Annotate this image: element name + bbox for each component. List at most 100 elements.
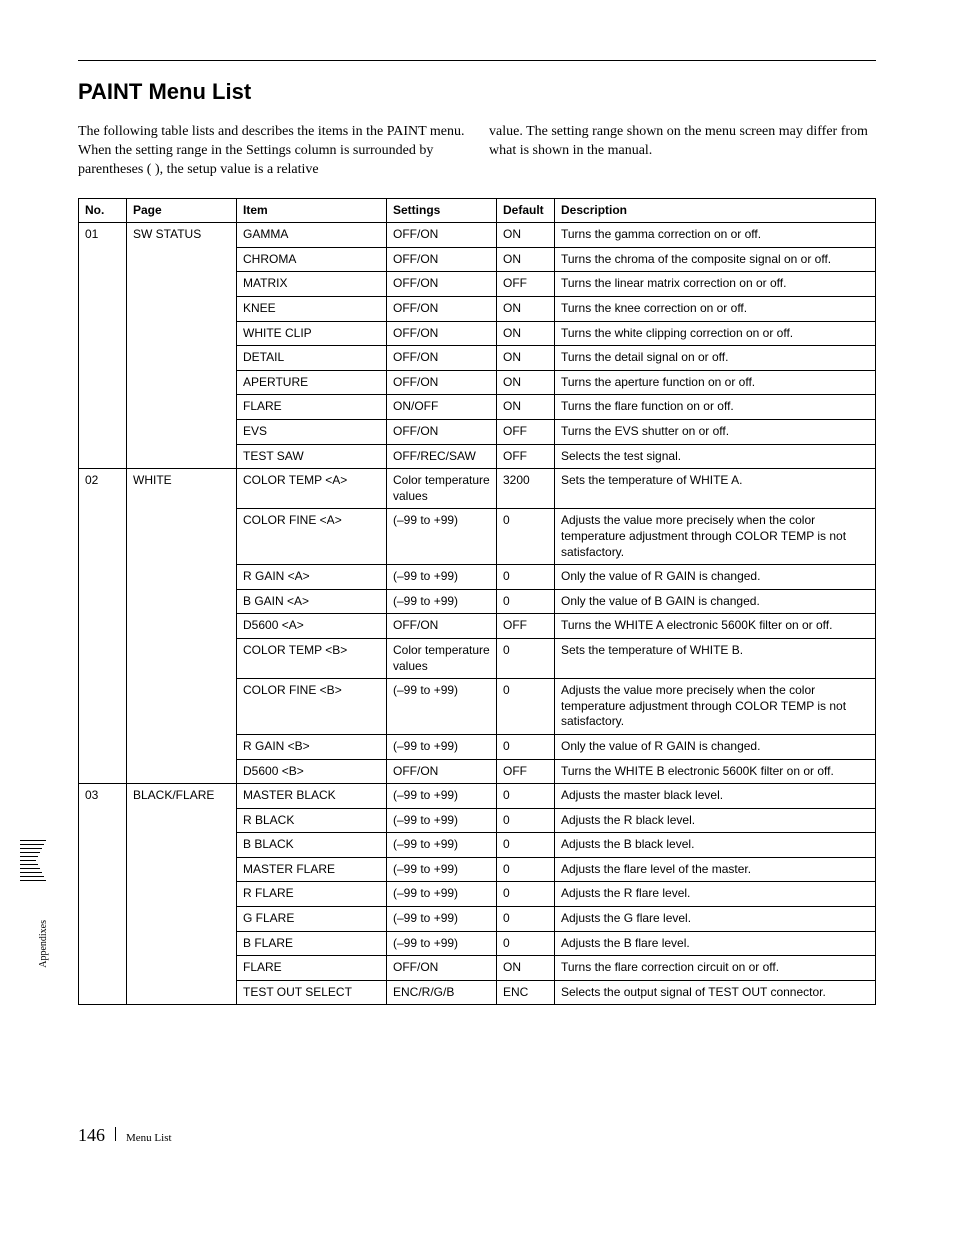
cell-settings: (–99 to +99) <box>387 882 497 907</box>
cell-default: 0 <box>497 931 555 956</box>
cell-default: ON <box>497 321 555 346</box>
cell-desc: Adjusts the R black level. <box>555 808 876 833</box>
th-settings: Settings <box>387 198 497 223</box>
table-body: 01SW STATUSGAMMAOFF/ONONTurns the gamma … <box>79 223 876 1005</box>
cell-settings: (–99 to +99) <box>387 734 497 759</box>
cell-item: COLOR FINE <B> <box>237 679 387 735</box>
cell-settings: (–99 to +99) <box>387 589 497 614</box>
cell-settings: (–99 to +99) <box>387 833 497 858</box>
cell-item: COLOR FINE <A> <box>237 509 387 565</box>
cell-settings: OFF/ON <box>387 614 497 639</box>
cell-settings: OFF/ON <box>387 346 497 371</box>
intro-left: The following table lists and describes … <box>78 123 465 180</box>
cell-default: 0 <box>497 589 555 614</box>
cell-default: ON <box>497 297 555 322</box>
cell-default: ON <box>497 247 555 272</box>
cell-settings: OFF/ON <box>387 247 497 272</box>
cell-desc: Turns the gamma correction on or off. <box>555 223 876 248</box>
cell-desc: Sets the temperature of WHITE B. <box>555 638 876 678</box>
cell-item: FLARE <box>237 395 387 420</box>
cell-desc: Turns the chroma of the composite signal… <box>555 247 876 272</box>
cell-desc: Turns the EVS shutter on or off. <box>555 420 876 445</box>
cell-desc: Adjusts the B black level. <box>555 833 876 858</box>
thumb-index-marks <box>20 840 46 884</box>
table-row: 02WHITECOLOR TEMP <A>Color temperature v… <box>79 469 876 509</box>
cell-item: TEST OUT SELECT <box>237 980 387 1005</box>
cell-item: B FLARE <box>237 931 387 956</box>
cell-default: OFF <box>497 444 555 469</box>
cell-settings: OFF/ON <box>387 297 497 322</box>
cell-desc: Adjusts the B flare level. <box>555 931 876 956</box>
cell-default: OFF <box>497 759 555 784</box>
cell-item: B BLACK <box>237 833 387 858</box>
cell-default: ON <box>497 223 555 248</box>
cell-default: ENC <box>497 980 555 1005</box>
cell-item: R BLACK <box>237 808 387 833</box>
table-row: 01SW STATUSGAMMAOFF/ONONTurns the gamma … <box>79 223 876 248</box>
cell-desc: Turns the knee correction on or off. <box>555 297 876 322</box>
cell-item: APERTURE <box>237 370 387 395</box>
cell-item: G FLARE <box>237 907 387 932</box>
page-footer: 146 Menu List <box>78 1125 876 1146</box>
cell-item: D5600 <A> <box>237 614 387 639</box>
cell-settings: (–99 to +99) <box>387 509 497 565</box>
cell-page: BLACK/FLARE <box>127 784 237 1005</box>
cell-desc: Turns the WHITE A electronic 5600K filte… <box>555 614 876 639</box>
cell-item: R GAIN <B> <box>237 734 387 759</box>
cell-default: OFF <box>497 272 555 297</box>
cell-settings: Color temperature values <box>387 638 497 678</box>
cell-default: 0 <box>497 638 555 678</box>
cell-settings: (–99 to +99) <box>387 857 497 882</box>
cell-item: DETAIL <box>237 346 387 371</box>
cell-no: 01 <box>79 223 127 469</box>
cell-desc: Adjusts the G flare level. <box>555 907 876 932</box>
cell-default: 0 <box>497 882 555 907</box>
cell-item: WHITE CLIP <box>237 321 387 346</box>
cell-default: 0 <box>497 565 555 590</box>
cell-item: D5600 <B> <box>237 759 387 784</box>
page-number: 146 <box>78 1125 105 1146</box>
cell-desc: Adjusts the master black level. <box>555 784 876 809</box>
cell-item: GAMMA <box>237 223 387 248</box>
cell-default: 0 <box>497 857 555 882</box>
cell-desc: Selects the output signal of TEST OUT co… <box>555 980 876 1005</box>
cell-desc: Turns the WHITE B electronic 5600K filte… <box>555 759 876 784</box>
page-title: PAINT Menu List <box>78 79 876 105</box>
cell-settings: (–99 to +99) <box>387 907 497 932</box>
cell-desc: Sets the temperature of WHITE A. <box>555 469 876 509</box>
cell-desc: Turns the flare correction circuit on or… <box>555 956 876 981</box>
cell-settings: (–99 to +99) <box>387 784 497 809</box>
cell-default: OFF <box>497 614 555 639</box>
intro-right: value. The setting range shown on the me… <box>489 123 876 180</box>
cell-desc: Turns the flare function on or off. <box>555 395 876 420</box>
cell-item: MASTER FLARE <box>237 857 387 882</box>
footer-section: Menu List <box>126 1132 172 1144</box>
top-rule <box>78 60 876 61</box>
cell-desc: Turns the white clipping correction on o… <box>555 321 876 346</box>
cell-desc: Adjusts the value more precisely when th… <box>555 679 876 735</box>
cell-item: R GAIN <A> <box>237 565 387 590</box>
cell-settings: OFF/ON <box>387 223 497 248</box>
cell-item: EVS <box>237 420 387 445</box>
cell-desc: Adjusts the R flare level. <box>555 882 876 907</box>
cell-default: 0 <box>497 509 555 565</box>
cell-default: ON <box>497 370 555 395</box>
cell-settings: Color temperature values <box>387 469 497 509</box>
cell-item: COLOR TEMP <B> <box>237 638 387 678</box>
cell-item: B GAIN <A> <box>237 589 387 614</box>
th-default: Default <box>497 198 555 223</box>
cell-desc: Turns the detail signal on or off. <box>555 346 876 371</box>
th-page: Page <box>127 198 237 223</box>
cell-settings: OFF/ON <box>387 272 497 297</box>
cell-desc: Turns the linear matrix correction on or… <box>555 272 876 297</box>
cell-default: 0 <box>497 679 555 735</box>
side-section-label: Appendixes <box>38 920 49 968</box>
cell-desc: Only the value of B GAIN is changed. <box>555 589 876 614</box>
table-header-row: No. Page Item Settings Default Descripti… <box>79 198 876 223</box>
cell-default: 0 <box>497 784 555 809</box>
cell-settings: ON/OFF <box>387 395 497 420</box>
cell-no: 03 <box>79 784 127 1005</box>
cell-settings: OFF/ON <box>387 420 497 445</box>
cell-desc: Only the value of R GAIN is changed. <box>555 734 876 759</box>
cell-settings: (–99 to +99) <box>387 679 497 735</box>
